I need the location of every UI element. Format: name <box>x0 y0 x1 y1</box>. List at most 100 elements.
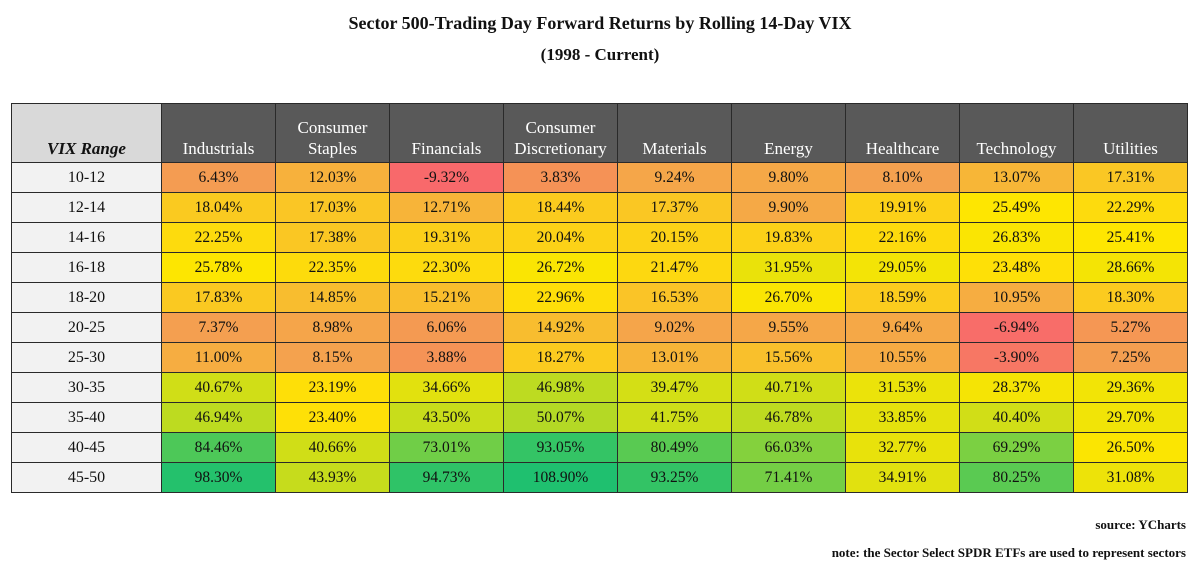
return-cell: 23.19% <box>275 372 390 403</box>
vix-range-label: 35-40 <box>11 402 162 433</box>
return-cell: 108.90% <box>503 462 618 493</box>
vix-range-label: 30-35 <box>11 372 162 403</box>
table-row: 30-35 40.67% 23.19% 34.66% 46.98% 39.47% 40.71… <box>11 372 1188 403</box>
return-cell: 19.31% <box>389 222 504 253</box>
return-cell: 20.04% <box>503 222 618 253</box>
return-cell: 25.41% <box>1073 222 1188 253</box>
return-cell: -3.90% <box>959 342 1074 373</box>
return-cell: 66.03% <box>731 432 846 463</box>
return-cell: 6.43% <box>161 162 276 193</box>
return-cell: 31.95% <box>731 252 846 283</box>
return-cell: 71.41% <box>731 462 846 493</box>
return-cell: 84.46% <box>161 432 276 463</box>
return-cell: 29.36% <box>1073 372 1188 403</box>
return-cell: 20.15% <box>617 222 732 253</box>
return-cell: 29.05% <box>845 252 960 283</box>
return-cell: 93.25% <box>617 462 732 493</box>
return-cell: -6.94% <box>959 312 1074 343</box>
return-cell: 33.85% <box>845 402 960 433</box>
return-cell: 22.29% <box>1073 192 1188 223</box>
col-header-materials: Materials <box>617 103 732 163</box>
return-cell: 28.66% <box>1073 252 1188 283</box>
return-cell: 18.27% <box>503 342 618 373</box>
return-cell: 17.03% <box>275 192 390 223</box>
return-cell: 32.77% <box>845 432 960 463</box>
return-cell: 34.66% <box>389 372 504 403</box>
return-cell: 25.49% <box>959 192 1074 223</box>
return-cell: 23.48% <box>959 252 1074 283</box>
return-cell: 9.80% <box>731 162 846 193</box>
return-cell: 40.40% <box>959 402 1074 433</box>
return-cell: 18.59% <box>845 282 960 313</box>
header-row: VIX Range Industrials Consumer Staples F… <box>11 103 1188 163</box>
return-cell: 69.29% <box>959 432 1074 463</box>
return-cell: 17.31% <box>1073 162 1188 193</box>
return-cell: 98.30% <box>161 462 276 493</box>
col-header-industrials: Industrials <box>161 103 276 163</box>
return-cell: 6.06% <box>389 312 504 343</box>
col-header-consumer-discretionary: Consumer Discretionary <box>503 103 618 163</box>
vix-range-label: 18-20 <box>11 282 162 313</box>
table-row: 20-25 7.37% 8.98% 6.06% 14.92% 9.02% 9.55% 9.64… <box>11 312 1188 343</box>
return-cell: 17.83% <box>161 282 276 313</box>
return-cell: 9.02% <box>617 312 732 343</box>
return-cell: 43.93% <box>275 462 390 493</box>
return-cell: 19.91% <box>845 192 960 223</box>
vix-range-label: 25-30 <box>11 342 162 373</box>
returns-table: VIX Range Industrials Consumer Staples F… <box>11 103 1188 493</box>
return-cell: 22.30% <box>389 252 504 283</box>
return-cell: 18.44% <box>503 192 618 223</box>
return-cell: 22.16% <box>845 222 960 253</box>
col-header-financials: Financials <box>389 103 504 163</box>
return-cell: 19.83% <box>731 222 846 253</box>
return-cell: 41.75% <box>617 402 732 433</box>
return-cell: 80.49% <box>617 432 732 463</box>
return-cell: 26.70% <box>731 282 846 313</box>
col-header-consumer-staples: Consumer Staples <box>275 103 390 163</box>
return-cell: 34.91% <box>845 462 960 493</box>
return-cell: 46.78% <box>731 402 846 433</box>
return-cell: 12.71% <box>389 192 504 223</box>
col-header-technology: Technology <box>959 103 1074 163</box>
table-row: 40-45 84.46% 40.66% 73.01% 93.05% 80.49% 66.03… <box>11 432 1188 463</box>
return-cell: 50.07% <box>503 402 618 433</box>
table-row: 14-16 22.25% 17.38% 19.31% 20.04% 20.15% 19.83… <box>11 222 1188 253</box>
return-cell: 9.90% <box>731 192 846 223</box>
table-row: 16-18 25.78% 22.35% 22.30% 26.72% 21.47% 31.95… <box>11 252 1188 283</box>
table-row: 35-40 46.94% 23.40% 43.50% 50.07% 41.75% 46.78… <box>11 402 1188 433</box>
return-cell: 26.50% <box>1073 432 1188 463</box>
return-cell: 17.38% <box>275 222 390 253</box>
return-cell: 25.78% <box>161 252 276 283</box>
return-cell: 40.71% <box>731 372 846 403</box>
return-cell: 21.47% <box>617 252 732 283</box>
return-cell: 8.10% <box>845 162 960 193</box>
return-cell: 22.35% <box>275 252 390 283</box>
return-cell: 22.25% <box>161 222 276 253</box>
return-cell: 40.67% <box>161 372 276 403</box>
return-cell: 13.07% <box>959 162 1074 193</box>
return-cell: 31.08% <box>1073 462 1188 493</box>
vix-range-label: 12-14 <box>11 192 162 223</box>
return-cell: 16.53% <box>617 282 732 313</box>
return-cell: 10.55% <box>845 342 960 373</box>
return-cell: 9.55% <box>731 312 846 343</box>
table-body: 10-12 6.43% 12.03% -9.32% 3.83% 9.24% 9.80% 8.1… <box>11 162 1188 493</box>
return-cell: 15.56% <box>731 342 846 373</box>
return-cell: 28.37% <box>959 372 1074 403</box>
return-cell: 18.30% <box>1073 282 1188 313</box>
vix-range-label: 16-18 <box>11 252 162 283</box>
vix-range-label: 20-25 <box>11 312 162 343</box>
return-cell: 93.05% <box>503 432 618 463</box>
col-header-healthcare: Healthcare <box>845 103 960 163</box>
return-cell: 94.73% <box>389 462 504 493</box>
return-cell: 40.66% <box>275 432 390 463</box>
vix-range-label: 14-16 <box>11 222 162 253</box>
return-cell: 14.92% <box>503 312 618 343</box>
table-row: 25-30 11.00% 8.15% 3.88% 18.27% 13.01% 15.56% 1… <box>11 342 1188 373</box>
return-cell: 11.00% <box>161 342 276 373</box>
return-cell: 10.95% <box>959 282 1074 313</box>
return-cell: 73.01% <box>389 432 504 463</box>
return-cell: -9.32% <box>389 162 504 193</box>
col-header-utilities: Utilities <box>1073 103 1188 163</box>
return-cell: 46.98% <box>503 372 618 403</box>
